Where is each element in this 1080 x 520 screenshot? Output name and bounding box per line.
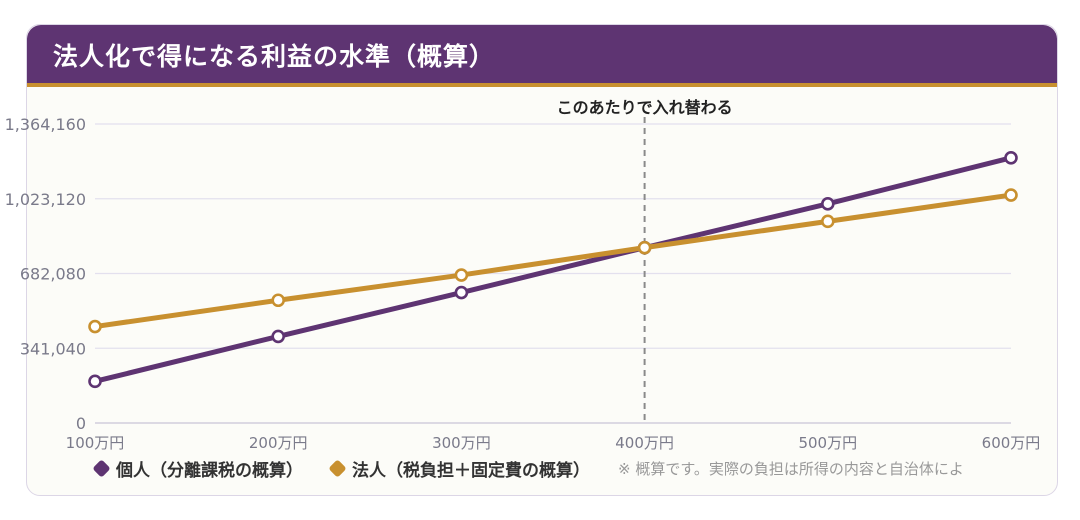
x-tick-label: 300万円 — [432, 434, 491, 452]
data-point-1 — [271, 293, 286, 308]
series-lines — [88, 150, 1018, 389]
legend-item-individual: 個人（分離課税の概算） — [92, 456, 303, 481]
legend-marker-individual — [92, 458, 111, 478]
chart-title: 法人化で得になる利益の水準（概算） — [53, 42, 496, 71]
series-line-0 — [92, 155, 1014, 384]
x-tick-label: 500万円 — [798, 434, 857, 452]
data-point-1 — [637, 240, 652, 255]
chart-legend: 個人（分離課税の概算） 法人（税負担＋固定費の概算） ※ 概算です。実際の負担は… — [92, 456, 964, 481]
data-point-0 — [1004, 150, 1018, 165]
data-point-1 — [1004, 188, 1018, 202]
data-point-0 — [820, 197, 835, 211]
chart-card: 法人化で得になる利益の水準（概算） — [26, 24, 1058, 496]
chart-note: ※ 概算です。実際の負担は所得の内容と自治体によ — [618, 459, 964, 478]
y-tick-label: 1,023,120 — [5, 190, 86, 209]
x-tick-label: 200万円 — [249, 434, 308, 452]
y-tick-label: 682,080 — [20, 265, 86, 284]
y-tick-label: 0 — [76, 414, 86, 433]
y-tick-label: 341,040 — [20, 339, 86, 358]
series-line-1 — [92, 192, 1014, 330]
axis-labels: 0 341,040 682,080 1,023,120 1,364,160 100万円 20… — [5, 115, 1041, 452]
y-tick-label: 1,364,160 — [5, 115, 86, 134]
data-point-1 — [820, 214, 835, 229]
data-point-1 — [454, 268, 469, 282]
legend-item-corporate: 法人（税負担＋固定費の概算） — [328, 456, 590, 481]
legend-marker-corporate — [328, 458, 347, 478]
crossover-annotation: このあたりで入れ替わる — [557, 98, 733, 423]
grid-lines — [95, 123, 1011, 424]
x-tick-label: 100万円 — [66, 434, 125, 452]
data-point-0 — [454, 285, 469, 300]
data-point-0 — [88, 374, 102, 389]
x-tick-label: 600万円 — [982, 434, 1041, 452]
x-tick-label: 400万円 — [615, 434, 674, 452]
chart-header: 法人化で得になる利益の水準（概算） — [27, 25, 1057, 87]
legend-label-corporate: 法人（税負担＋固定費の概算） — [352, 460, 590, 481]
legend-label-individual: 個人（分離課税の概算） — [116, 460, 303, 481]
data-point-0 — [271, 329, 286, 344]
crossover-label: このあたりで入れ替わる — [557, 98, 733, 117]
data-point-1 — [88, 319, 102, 334]
